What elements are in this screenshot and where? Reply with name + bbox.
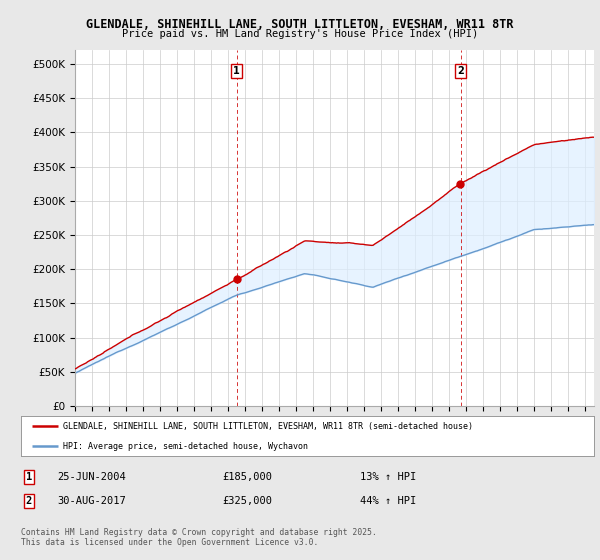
Text: £185,000: £185,000 bbox=[222, 472, 272, 482]
Text: 2: 2 bbox=[457, 66, 464, 76]
Text: GLENDALE, SHINEHILL LANE, SOUTH LITTLETON, EVESHAM, WR11 8TR: GLENDALE, SHINEHILL LANE, SOUTH LITTLETO… bbox=[86, 18, 514, 31]
Text: 2: 2 bbox=[26, 496, 32, 506]
Text: 1: 1 bbox=[233, 66, 240, 76]
Text: 1: 1 bbox=[26, 472, 32, 482]
Text: GLENDALE, SHINEHILL LANE, SOUTH LITTLETON, EVESHAM, WR11 8TR (semi-detached hous: GLENDALE, SHINEHILL LANE, SOUTH LITTLETO… bbox=[63, 422, 473, 431]
Text: HPI: Average price, semi-detached house, Wychavon: HPI: Average price, semi-detached house,… bbox=[63, 442, 308, 451]
Text: 25-JUN-2004: 25-JUN-2004 bbox=[57, 472, 126, 482]
Text: 13% ↑ HPI: 13% ↑ HPI bbox=[360, 472, 416, 482]
Text: Contains HM Land Registry data © Crown copyright and database right 2025.
This d: Contains HM Land Registry data © Crown c… bbox=[21, 528, 377, 547]
Text: 30-AUG-2017: 30-AUG-2017 bbox=[57, 496, 126, 506]
Text: 44% ↑ HPI: 44% ↑ HPI bbox=[360, 496, 416, 506]
Text: £325,000: £325,000 bbox=[222, 496, 272, 506]
Text: Price paid vs. HM Land Registry's House Price Index (HPI): Price paid vs. HM Land Registry's House … bbox=[122, 29, 478, 39]
